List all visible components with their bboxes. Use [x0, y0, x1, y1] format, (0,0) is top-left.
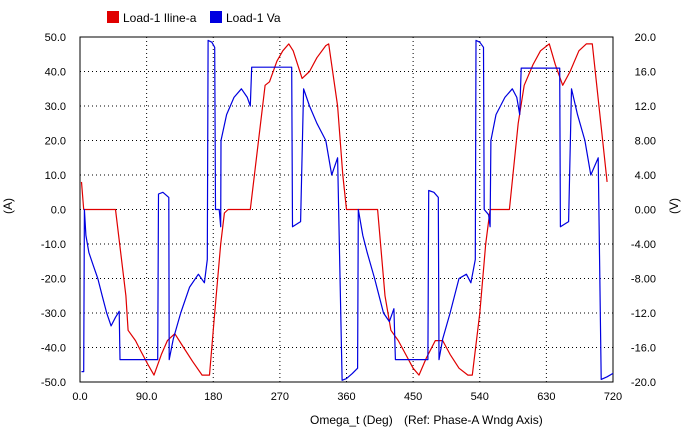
x-tick-labels: 0.0 90.0 180 270 360 450 540 630 720: [72, 391, 622, 403]
x-tick-label: 630: [537, 391, 555, 403]
y-tick-label-right: -8.00: [631, 274, 656, 286]
x-tick-label: 540: [471, 391, 489, 403]
x-tick-label: 90.0: [136, 391, 157, 403]
series-line-va: [81, 39, 614, 381]
y-tick-label-left: 10.0: [45, 170, 66, 182]
y-tick-label-left: -20.0: [41, 274, 66, 286]
y-tick-label-left: -30.0: [41, 308, 66, 320]
plot-frame: [79, 36, 614, 383]
x-tick-label: 0.0: [72, 391, 87, 403]
y-tick-label-left: -50.0: [41, 377, 66, 389]
x-tick-label: 180: [204, 391, 222, 403]
legend-label-iline-a: Load-1 Iline-a: [123, 11, 197, 25]
y-tick-label-right: -20.0: [631, 377, 656, 389]
y-tick-label-right: 8.00: [635, 136, 656, 148]
legend-swatch-iline-a: [107, 11, 119, 23]
y-tick-labels-left: 50.0 40.0 30.0 20.0 10.0 0.0 -10.0 -20.0 -30.0 -4…: [41, 32, 66, 389]
x-tick-label: 450: [404, 391, 422, 403]
legend: Load-1 Iline-a Load-1 Va: [107, 11, 281, 25]
y-tick-label-right: 16.0: [635, 67, 656, 79]
x-axis-title: Omega_t (Deg): [310, 413, 393, 427]
y-tick-labels-right: 20.0 16.0 12.0 8.00 4.00 0.00 -4.00 -8.00 -12.0 -…: [631, 32, 656, 389]
y-tick-label-left: 50.0: [45, 32, 66, 44]
y-tick-label-right: -16.0: [631, 343, 656, 355]
y-axis-title-left: (A): [1, 198, 15, 214]
y-tick-label-right: -4.00: [631, 239, 656, 251]
y-tick-label-right: 4.00: [635, 170, 656, 182]
y-tick-label-right: 12.0: [635, 101, 656, 113]
y-tick-label-right: 20.0: [635, 32, 656, 44]
y-tick-label-left: -10.0: [41, 239, 66, 251]
legend-swatch-va: [210, 11, 222, 23]
y-tick-label-left: -40.0: [41, 343, 66, 355]
y-tick-label-right: -12.0: [631, 308, 656, 320]
x-tick-label: 720: [604, 391, 622, 403]
y-tick-label-left: 0.0: [51, 205, 66, 217]
x-tick-label: 270: [271, 391, 289, 403]
y-axis-title-right: (V): [667, 198, 681, 214]
y-tick-label-left: 40.0: [45, 67, 66, 79]
x-tick-label: 360: [337, 391, 355, 403]
series-layer: [80, 39, 614, 381]
y-tick-label-right: 0.00: [635, 205, 656, 217]
y-tick-label-left: 20.0: [45, 136, 66, 148]
legend-label-va: Load-1 Va: [226, 11, 281, 25]
x-axis-note: (Ref: Phase-A Wndg Axis): [404, 413, 543, 427]
y-tick-label-left: 30.0: [45, 101, 66, 113]
